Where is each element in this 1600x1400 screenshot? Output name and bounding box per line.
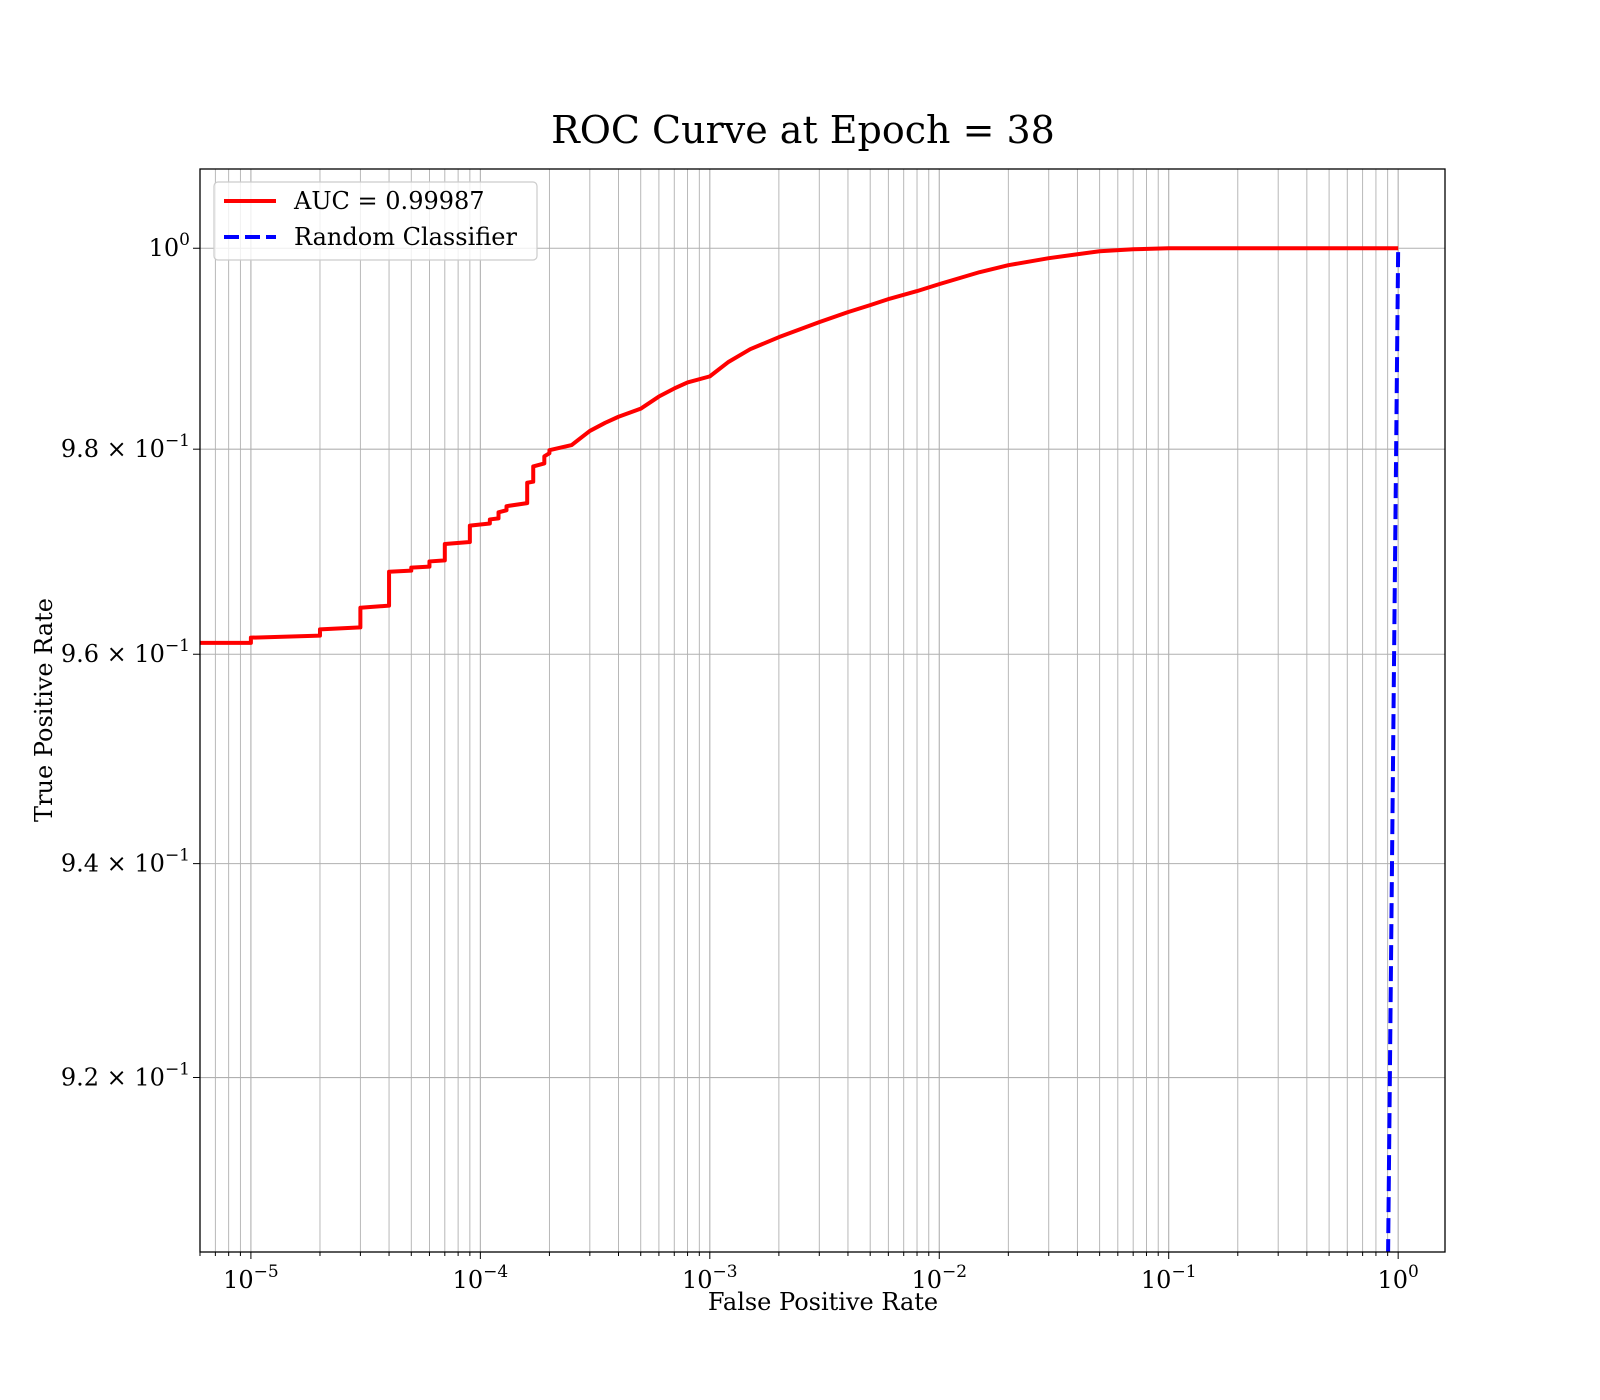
- y-axis-label: True Positive Rate: [30, 598, 58, 822]
- chart-title: ROC Curve at Epoch = 38: [551, 108, 1055, 152]
- x-tick-label: 10−3: [682, 1262, 738, 1294]
- x-tick-label: 10−2: [911, 1262, 967, 1294]
- legend-label-roc: AUC = 0.99987: [293, 187, 485, 215]
- y-tick-label: 9.8 × 10−1: [61, 431, 190, 463]
- grid: [199, 169, 1445, 1252]
- plot-series: [200, 246, 1401, 1252]
- y-tick-label: 9.2 × 10−1: [61, 1060, 190, 1092]
- y-tick-label: 9.4 × 10−1: [61, 846, 190, 878]
- y-tick-label: 9.6 × 10−1: [61, 636, 190, 668]
- x-tick-label: 10−1: [1141, 1262, 1197, 1294]
- y-tick-label: 100: [149, 230, 190, 262]
- roc-curve-line: [200, 246, 1399, 645]
- legend-label-random: Random Classifier: [294, 223, 517, 251]
- y-axis-ticks: 100 9.8 × 10−1 9.6 × 10−1 9.4 × 10−1 9.2 × 1…: [61, 230, 200, 1092]
- x-tick-label: 10−4: [453, 1262, 509, 1294]
- x-tick-label: 10−5: [223, 1262, 279, 1294]
- legend: AUC = 0.99987 Random Classifier: [213, 181, 538, 261]
- x-axis-label: False Positive Rate: [708, 1288, 938, 1316]
- x-tick-label: 100: [1377, 1262, 1418, 1294]
- x-axis-ticks: 10−5 10−4 10−3 10−2 10−1 100: [199, 1252, 1419, 1294]
- legend-box: [213, 181, 538, 261]
- random-classifier-line: [1386, 248, 1401, 1252]
- plot-frame: [199, 168, 1446, 1253]
